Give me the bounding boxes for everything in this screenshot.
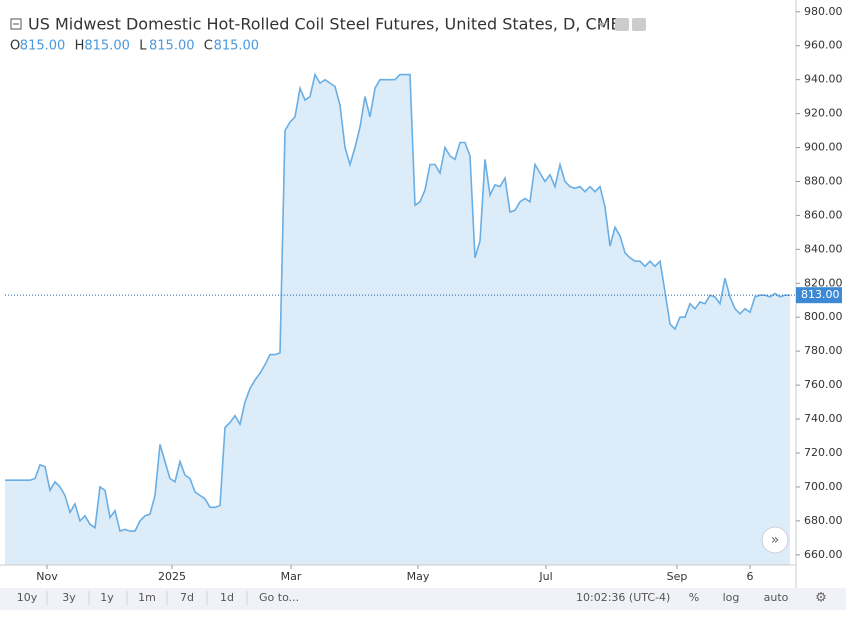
chart-title: US Midwest Domestic Hot-Rolled Coil Stee… <box>28 15 621 34</box>
y-tick-label: 680.00 <box>804 514 843 527</box>
range-button[interactable]: 3y <box>62 591 76 604</box>
x-tick-label: Mar <box>281 570 302 583</box>
bottom-toolbar <box>0 588 846 610</box>
clock: 10:02:36 (UTC-4) <box>576 591 670 604</box>
y-tick-label: 840.00 <box>804 242 843 255</box>
ohlc-name: C <box>204 39 213 54</box>
y-tick-label: 660.00 <box>804 548 843 561</box>
ohlc-value: 815.00 <box>84 39 129 54</box>
toolbar-settings[interactable]: ⚙ <box>815 591 827 606</box>
ohlc-name: H <box>75 39 85 54</box>
y-tick-label: 860.00 <box>804 208 843 221</box>
ohlc-value: 815.00 <box>214 39 260 54</box>
y-tick-label: 800.00 <box>804 310 843 323</box>
scale-option[interactable]: log <box>723 591 740 604</box>
y-tick-label: 760.00 <box>804 378 843 391</box>
last-price-box <box>796 287 842 304</box>
x-tick-label: 2025 <box>158 570 186 583</box>
ohlc-value: 815.00 <box>149 39 195 54</box>
plot-area <box>5 72 790 565</box>
x-tick-label: Sep <box>667 570 688 583</box>
y-tick-label: 780.00 <box>804 344 843 357</box>
x-tick-label: 6 <box>747 570 754 583</box>
scroll-right-button[interactable] <box>761 526 789 554</box>
x-tick-label: Jul <box>538 570 552 583</box>
range-button[interactable]: 1d <box>220 591 234 604</box>
ohlc-value: 815.00 <box>20 39 66 54</box>
x-tick-label: Nov <box>36 570 58 583</box>
title-dropdown[interactable] <box>598 23 606 27</box>
y-tick-label: 960.00 <box>804 39 843 52</box>
y-tick-label: 820.00 <box>804 276 843 289</box>
ohlc-legend: O 815.00 H 815.00 L 815.00 C 815.00 <box>10 39 259 54</box>
scale-option[interactable]: auto <box>764 591 789 604</box>
ohlc-name: O <box>10 39 20 54</box>
y-tick-label: 700.00 <box>804 480 843 493</box>
y-tick-label: 920.00 <box>804 107 843 120</box>
area-fill <box>5 74 790 565</box>
range-button[interactable]: 1y <box>100 591 114 604</box>
y-tick-label: 980.00 <box>804 5 843 18</box>
last-price-label: 813.00 <box>801 288 840 301</box>
settings-icon[interactable] <box>632 18 646 31</box>
scale-option[interactable]: % <box>689 591 699 604</box>
price-line <box>5 72 790 533</box>
x-tick-label: May <box>407 570 430 583</box>
y-tick-label: 740.00 <box>804 412 843 425</box>
y-tick-label: 900.00 <box>804 141 843 154</box>
eye-icon[interactable] <box>615 18 629 31</box>
range-button[interactable]: 7d <box>180 591 194 604</box>
range-button[interactable]: 10y <box>17 591 38 604</box>
y-tick-label: 940.00 <box>804 73 843 86</box>
range-button[interactable]: 1m <box>138 591 156 604</box>
goto-button[interactable]: Go to... <box>259 591 299 604</box>
ohlc-name: L <box>139 39 147 54</box>
collapse-icon[interactable] <box>10 18 22 30</box>
y-tick-label: 880.00 <box>804 174 843 187</box>
scroll-right-icon: » <box>771 532 780 548</box>
y-tick-label: 720.00 <box>804 446 843 459</box>
